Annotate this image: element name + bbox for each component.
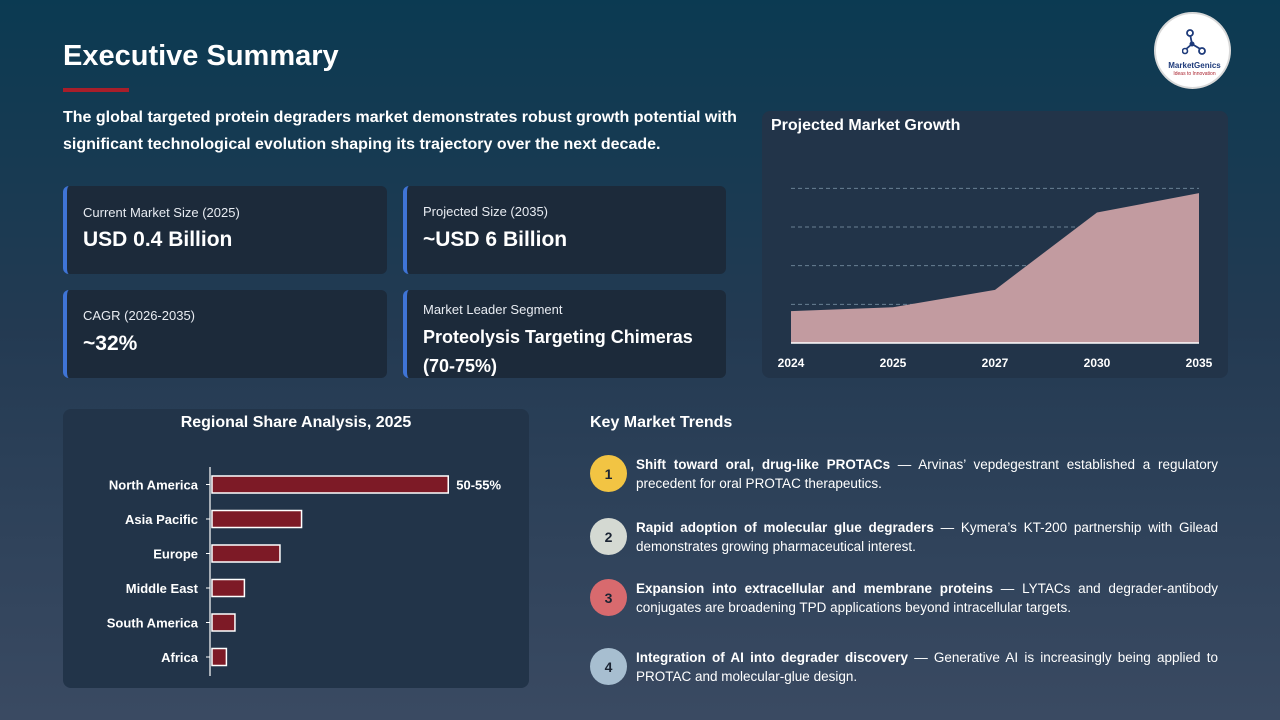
bar: [211, 544, 281, 563]
company-logo: MarketGenics Ideas to Innovation: [1154, 12, 1231, 89]
bar: [211, 509, 303, 529]
page-title: Executive Summary: [63, 40, 339, 72]
x-tick-label: 2025: [880, 356, 907, 370]
trend-number-badge: 3: [590, 579, 627, 616]
card-current-market-size: Current Market Size (2025) USD 0.4 Billi…: [63, 186, 387, 274]
bar: [211, 647, 228, 667]
category-label: North America: [109, 478, 199, 493]
growth-chart-title: Projected Market Growth: [771, 117, 961, 134]
trend-heading: Rapid adoption of molecular glue degrade…: [636, 520, 934, 535]
trend-number-badge: 1: [590, 455, 627, 492]
trend-body: — Generative AI is increasingly being ap…: [636, 650, 1218, 684]
trend-heading: Expansion into extracellular and membran…: [636, 581, 993, 596]
trend-text: Integration of AI into degrader discover…: [636, 648, 1218, 686]
trend-text: Expansion into extracellular and membran…: [636, 579, 1218, 617]
trend-text: Shift toward oral, drug-like PROTACs — A…: [636, 455, 1218, 493]
logo-name: MarketGenics: [1168, 61, 1221, 70]
card-value: ~USD 6 Billion: [423, 228, 568, 251]
trend-body: — LYTACs and degrader-antibody conjugate…: [636, 581, 1218, 615]
trend-body: — Arvinas’ vepdegestrant established a r…: [636, 457, 1218, 491]
growth-area-chart: 2024 2025 2027 2030 2035: [778, 187, 1213, 370]
growth-area: [791, 193, 1199, 343]
card-market-leader-segment: Market Leader Segment Proteolysis Target…: [403, 290, 726, 378]
card-cagr: CAGR (2026-2035) ~32%: [63, 290, 387, 378]
title-underline: [63, 88, 129, 92]
card-label: Market Leader Segment: [423, 302, 563, 317]
card-projected-size: Projected Size (2035) ~USD 6 Billion: [403, 186, 726, 274]
trend-heading: Shift toward oral, drug-like PROTACs: [636, 457, 891, 472]
regional-share-title: Regional Share Analysis, 2025: [180, 414, 412, 431]
card-value: ~32%: [83, 332, 138, 355]
category-label: Europe: [153, 547, 198, 562]
category-label: Asia Pacific: [125, 512, 198, 527]
category-label: South America: [107, 616, 199, 631]
trend-heading: Integration of AI into degrader discover…: [636, 650, 909, 665]
bar: [211, 475, 449, 494]
growth-chart-panel: 2024 2025 2027 2030 2035 Projected Market Gr…: [762, 111, 1228, 378]
x-tick-label: 2035: [1186, 356, 1213, 370]
trend-number-badge: 4: [590, 648, 627, 685]
data-label: 50-55%: [456, 478, 501, 493]
trends-title: Key Market Trends: [590, 414, 733, 431]
bar: [211, 613, 236, 632]
bar: [211, 578, 246, 598]
logo-tagline: Ideas to Innovation: [1173, 71, 1216, 77]
card-label: Current Market Size (2025): [83, 205, 240, 220]
category-label: Middle East: [126, 581, 199, 596]
card-label: Projected Size (2035): [423, 204, 549, 219]
x-tick-label: 2024: [778, 356, 805, 370]
trend-body: — Kymera’s KT-200 partnership with Gilea…: [636, 520, 1218, 554]
card-label: CAGR (2026-2035): [83, 308, 195, 323]
regional-share-bar-chart: North America 50-55% Asia Pacific Europe Mid…: [107, 467, 501, 676]
card-value: USD 0.4 Billion: [83, 228, 233, 251]
x-tick-label: 2027: [982, 356, 1009, 370]
regional-share-panel: Regional Share Analysis, 2025 North Amer…: [63, 409, 529, 688]
trend-number-badge: 2: [590, 518, 627, 555]
trend-text: Rapid adoption of molecular glue degrade…: [636, 518, 1218, 556]
category-label: Africa: [161, 650, 199, 665]
intro-text: The global targeted protein degraders ma…: [63, 109, 737, 153]
x-tick-label: 2030: [1084, 356, 1111, 370]
card-value: Proteolysis Targeting Chimeras (70-75%): [423, 327, 693, 376]
network-icon: [1182, 29, 1206, 55]
